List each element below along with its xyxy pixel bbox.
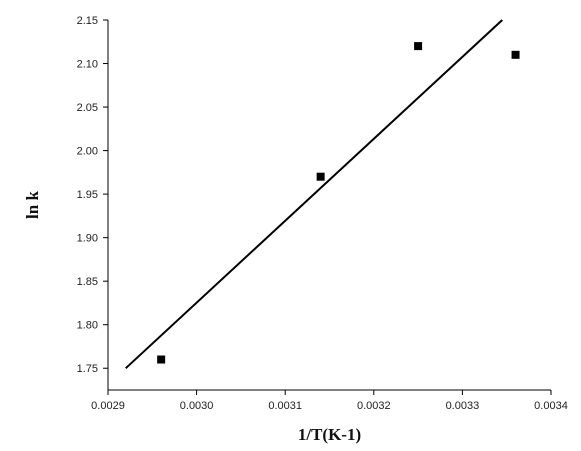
- y-tick-label: 2.15: [77, 15, 98, 27]
- data-point: [511, 50, 520, 59]
- y-axis-title: ln k: [23, 191, 42, 219]
- y-tick-label: 1.80: [77, 320, 98, 332]
- y-tick-label: 1.75: [77, 363, 98, 375]
- y-tick-label: 2.05: [77, 102, 98, 114]
- x-axis-title: 1/T(K-1): [298, 425, 361, 444]
- x-tick-label: 0.0034: [534, 400, 568, 412]
- y-tick-label: 1.90: [77, 233, 98, 245]
- x-tick-label: 0.0031: [268, 400, 302, 412]
- y-tick-label: 2.00: [77, 146, 98, 158]
- data-point: [414, 42, 423, 51]
- y-tick-label: 2.10: [77, 59, 98, 71]
- axes: [107, 20, 551, 391]
- x-tick-label: 0.0029: [91, 400, 125, 412]
- x-ticks: 0.0029 0.0030 0.0031 0.0032 0.0033 0.0034: [91, 390, 568, 412]
- fit-line: [125, 19, 503, 369]
- data-point: [157, 355, 166, 364]
- x-tick-label: 0.0033: [446, 400, 480, 412]
- x-tick-label: 0.0032: [357, 400, 391, 412]
- y-tick-label: 1.85: [77, 276, 98, 288]
- data-points: [157, 42, 520, 364]
- y-ticks: 1.75 1.80 1.85 1.90 1.95 2.00 2.05 2.10 2.15: [77, 15, 108, 375]
- x-tick-label: 0.0030: [180, 400, 214, 412]
- y-tick-label: 1.95: [77, 189, 98, 201]
- data-point: [316, 172, 325, 181]
